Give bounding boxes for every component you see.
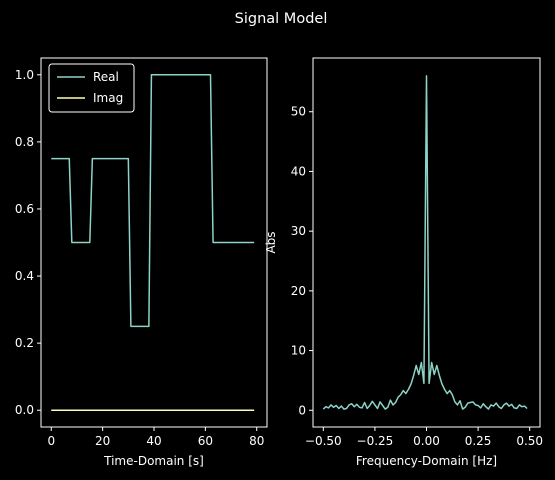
frequency-domain-series-magnitude — [322, 75, 528, 410]
time-domain-series-real — [51, 74, 255, 328]
time-domain-ytick-label: 1.0 — [15, 68, 34, 82]
frequency-domain-ylabel: Abs — [264, 231, 278, 253]
legend-label-real: Real — [93, 70, 119, 84]
time-domain-ytick-label: 0.2 — [15, 336, 34, 350]
frequency-domain-ytick-label: 10 — [291, 344, 306, 358]
time-domain-ytick-label: 0.6 — [15, 202, 34, 216]
time-domain-xtick-label: 80 — [249, 434, 264, 448]
time-domain-xtick-label: 20 — [95, 434, 110, 448]
frequency-domain-ytick-label: 40 — [291, 164, 306, 178]
frequency-domain-yticks: 0 10 20 30 40 50 — [291, 105, 313, 417]
frequency-domain-axes: −0.50 −0.25 0.00 0.25 0.50 0 10 20 30 40 50 Frequ… — [264, 57, 543, 468]
frequency-domain-ytick-label: 0 — [298, 403, 306, 417]
figure-title: Signal Model — [235, 11, 328, 27]
frequency-domain-xtick-label: 0.00 — [413, 434, 440, 448]
frequency-domain-ytick-label: 20 — [291, 284, 306, 298]
frequency-domain-xticks: −0.50 −0.25 0.00 0.25 0.50 — [305, 427, 543, 448]
time-domain-xlabel: Time-Domain [s] — [103, 454, 204, 468]
time-domain-xtick-label: 0 — [47, 434, 55, 448]
frequency-domain-series — [322, 75, 528, 410]
legend-label-imag: Imag — [93, 91, 123, 105]
frequency-domain-xtick-label: −0.25 — [357, 434, 394, 448]
time-domain-yticks: 0.0 0.2 0.4 0.6 0.8 1.0 — [15, 68, 41, 417]
legend: Real Imag — [48, 63, 135, 113]
time-domain-xticks: 0 20 40 60 80 — [47, 427, 264, 448]
frequency-domain-xtick-label: −0.50 — [305, 434, 342, 448]
time-domain-ytick-label: 0.4 — [15, 269, 34, 283]
frequency-domain-xtick-label: 0.25 — [465, 434, 492, 448]
frequency-domain-ytick-label: 50 — [291, 105, 306, 119]
time-domain-xtick-label: 40 — [146, 434, 161, 448]
time-domain-ytick-label: 0.0 — [15, 403, 34, 417]
frequency-domain-xlabel: Frequency-Domain [Hz] — [356, 454, 497, 468]
frequency-domain-ytick-label: 30 — [291, 224, 306, 238]
time-domain-axes: 0 20 40 60 80 0.0 0.2 0.4 0.6 0.8 1.0 Time-Domain… — [15, 57, 268, 468]
legend-box — [48, 63, 135, 113]
time-domain-ytick-label: 0.8 — [15, 135, 34, 149]
time-domain-xtick-label: 60 — [198, 434, 213, 448]
frequency-domain-xtick-label: 0.50 — [516, 434, 543, 448]
time-domain-series — [51, 74, 255, 411]
